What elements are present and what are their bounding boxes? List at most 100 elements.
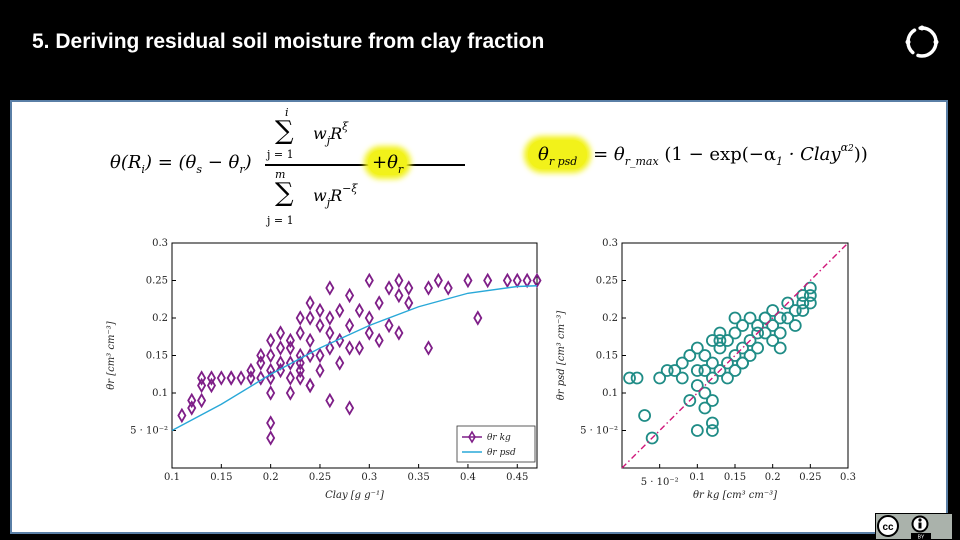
data-point-diamond (305, 377, 315, 394)
data-point-diamond (325, 325, 335, 341)
data-point-circle (675, 356, 689, 370)
slide-title: 5. Deriving residual soil moisture from … (32, 30, 545, 53)
data-point-circle (766, 334, 780, 347)
data-point-diamond (266, 430, 276, 446)
data-point-diamond (443, 280, 453, 296)
data-point-circle (690, 424, 704, 437)
x-tick-label: 0.25 (309, 472, 331, 483)
data-point-circle (796, 304, 810, 317)
data-point-diamond (404, 280, 414, 296)
data-point-circle (751, 319, 764, 332)
data-point-circle (706, 356, 719, 370)
x-tick-label: 0.25 (799, 472, 821, 483)
data-point-circle (713, 326, 727, 340)
data-point-diamond (532, 272, 542, 289)
data-point-circle (788, 319, 802, 332)
data-point-circle (796, 296, 810, 310)
data-point-diamond (364, 325, 374, 341)
data-point-diamond (236, 370, 246, 386)
data-point-diamond (295, 325, 305, 341)
data-point-circle (675, 371, 689, 385)
series-line-1-1 (621, 242, 849, 469)
data-point-diamond (354, 340, 364, 356)
x-axis-label: θr kg [cm³ cm⁻³] (693, 490, 777, 501)
y-tick-label: 0.2 (602, 313, 618, 324)
data-point-circle (788, 304, 802, 317)
data-point-diamond (177, 407, 187, 424)
data-point-circle (736, 319, 749, 332)
data-point-diamond (315, 317, 325, 334)
eq-num-exp: ξ (342, 120, 349, 133)
data-point-circle (668, 364, 682, 377)
data-point-diamond (315, 302, 325, 319)
eq-right-lhs-sub: r psd (548, 155, 578, 168)
x-tick-label: 0.2 (263, 472, 279, 483)
data-point-diamond (285, 332, 295, 349)
y-tick-label: 0.25 (596, 276, 618, 287)
data-point-circle (743, 334, 757, 347)
data-point-diamond (394, 325, 404, 341)
data-point-diamond (256, 347, 266, 364)
data-point-circle (803, 289, 817, 302)
eq-right-close: )) (853, 144, 868, 165)
eq-right-body: (1 − exp(−α (664, 144, 776, 165)
x-tick-label: 0.15 (210, 472, 232, 483)
data-point-diamond (345, 317, 355, 334)
data-point-diamond (285, 355, 295, 371)
data-point-diamond (256, 355, 266, 371)
data-point-circle (721, 371, 734, 385)
data-point-circle (728, 311, 742, 325)
data-point-diamond (433, 272, 443, 289)
data-point-diamond (335, 355, 345, 371)
eq-num-bottom: j = 1 (267, 148, 294, 161)
cc-label: cc (882, 522, 894, 533)
data-point-diamond (384, 317, 394, 334)
eq-left-lhs-close: ) = (θ (144, 152, 197, 173)
data-point-diamond (285, 340, 295, 356)
data-point-circle (630, 371, 644, 385)
data-point-circle (706, 394, 719, 407)
data-point-diamond (206, 377, 217, 394)
data-point-diamond (206, 370, 217, 386)
eq-num-j: j (326, 134, 331, 147)
data-point-diamond (275, 325, 286, 341)
data-point-circle (758, 311, 772, 325)
y-tick-label: 5 · 10⁻² (130, 426, 168, 437)
eq-right-a2: α (840, 141, 849, 154)
data-point-circle (766, 304, 780, 317)
data-point-circle (743, 349, 757, 362)
by-label: BY (918, 535, 925, 540)
data-point-circle (698, 401, 712, 415)
data-point-diamond (315, 362, 325, 379)
eq-left-r-sub: r (239, 163, 245, 176)
data-point-diamond (325, 310, 335, 326)
eq-num-top: i (285, 106, 289, 119)
data-point-diamond (394, 272, 404, 289)
data-point-circle (690, 341, 704, 355)
eq-den-exp: −ξ (342, 182, 358, 195)
data-point-diamond (216, 370, 226, 386)
data-point-circle (743, 311, 757, 325)
data-point-diamond (315, 347, 325, 364)
data-point-circle (728, 364, 742, 377)
data-point-circle (781, 311, 795, 325)
eq-right-a2-sub: 2 (848, 144, 854, 154)
data-point-circle (766, 319, 780, 332)
equation-right: θr psd = θr_max (1 − exp(−α1 · Clayα2)) (528, 140, 928, 190)
eq-left-rparen: ) (244, 152, 252, 173)
eq-den-R: R (330, 186, 343, 205)
data-point-diamond (394, 287, 404, 304)
eq-left-s-sub: s (196, 163, 203, 176)
data-point-diamond (256, 370, 266, 386)
cc-by-badge[interactable]: cc BY (875, 513, 953, 540)
data-point-circle (645, 431, 659, 445)
data-point-diamond (483, 272, 493, 289)
eq-left-minus: − θ (202, 152, 240, 173)
data-point-circle (803, 296, 817, 310)
data-point-circle (751, 326, 764, 340)
eq-den-top: m (275, 168, 286, 181)
y-axis-label: θr psd [cm³ cm⁻³] (556, 311, 567, 401)
eq-left-plus: +θ (372, 152, 398, 173)
data-point-circle (683, 349, 697, 362)
